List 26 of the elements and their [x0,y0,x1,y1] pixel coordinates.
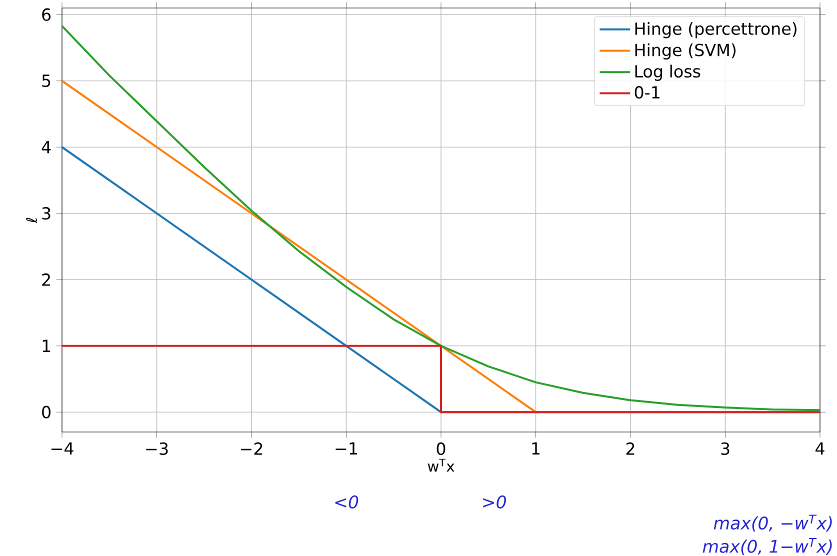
x-tick-label: −4 [51,442,74,454]
x-tick-label: 2 [626,442,634,455]
x-tick-label: 3 [721,442,730,455]
legend-label: Hinge (SVM) [635,43,736,60]
x-axis-title: w$^{T}$x [428,458,454,472]
text: <0 [335,495,358,508]
x-tick-label: −1 [336,442,358,454]
legend-label: Hinge (percettrone) [635,22,796,38]
text: >0 [483,495,506,508]
y-tick-label: 1 [42,340,50,352]
text: max(0, 1−w$^{T}$x) [702,538,832,555]
text: max(0, −w$^{T}$x) [714,514,832,532]
y-tick-label: 4 [42,140,51,154]
x-tick-label: 1 [532,442,540,454]
x-tick-label: −3 [146,442,168,455]
y-axis-title: ℓ [26,218,38,224]
x-tick-label: 4 [816,442,824,454]
legend-label: Log loss [635,64,700,81]
x-tick-label: −2 [240,442,262,455]
y-tick-label: 5 [42,74,50,87]
x-tick-label: 0 [436,442,446,455]
y-tick-label: 3 [42,206,50,220]
y-tick-label: 0 [42,406,50,418]
y-tick-label: 6 [42,8,51,21]
y-tick-label: 2 [42,273,50,286]
legend-label: 0-1 [634,86,660,99]
